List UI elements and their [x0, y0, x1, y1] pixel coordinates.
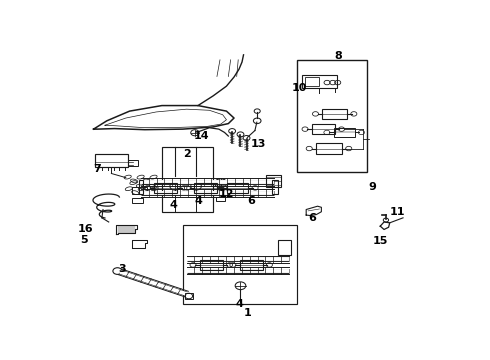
- Bar: [162, 147, 213, 212]
- Bar: [131, 198, 143, 203]
- Bar: [322, 109, 347, 119]
- Bar: [183, 225, 297, 304]
- Text: 14: 14: [194, 131, 210, 141]
- Text: 8: 8: [335, 51, 343, 61]
- Bar: [194, 183, 217, 193]
- Text: 4: 4: [194, 196, 202, 206]
- Bar: [227, 183, 248, 193]
- Bar: [200, 260, 222, 270]
- Bar: [96, 154, 128, 167]
- Bar: [131, 187, 147, 194]
- Bar: [216, 197, 225, 201]
- Text: 11: 11: [390, 207, 405, 217]
- Bar: [312, 124, 335, 134]
- Text: 7: 7: [94, 164, 101, 174]
- Bar: [305, 77, 319, 86]
- Bar: [297, 60, 367, 172]
- Text: 16: 16: [78, 224, 94, 234]
- Bar: [278, 240, 291, 255]
- Bar: [185, 293, 193, 299]
- Text: 15: 15: [372, 237, 388, 246]
- Bar: [334, 128, 355, 137]
- Bar: [272, 180, 278, 194]
- Text: 4: 4: [170, 201, 177, 210]
- Text: 2: 2: [183, 149, 191, 159]
- Text: 10: 10: [292, 82, 307, 93]
- Bar: [128, 159, 138, 166]
- Text: 9: 9: [368, 183, 377, 192]
- Bar: [139, 180, 143, 194]
- Text: 3: 3: [118, 264, 126, 274]
- Text: 13: 13: [250, 139, 266, 149]
- Text: 12: 12: [219, 189, 234, 199]
- Text: 1: 1: [244, 309, 251, 319]
- Bar: [302, 75, 337, 87]
- Bar: [154, 183, 177, 193]
- Bar: [240, 260, 263, 270]
- Bar: [267, 175, 281, 187]
- Text: 4: 4: [236, 299, 244, 309]
- Bar: [316, 143, 342, 154]
- Text: 6: 6: [308, 213, 316, 223]
- Text: 5: 5: [80, 235, 88, 245]
- Text: 6: 6: [247, 196, 255, 206]
